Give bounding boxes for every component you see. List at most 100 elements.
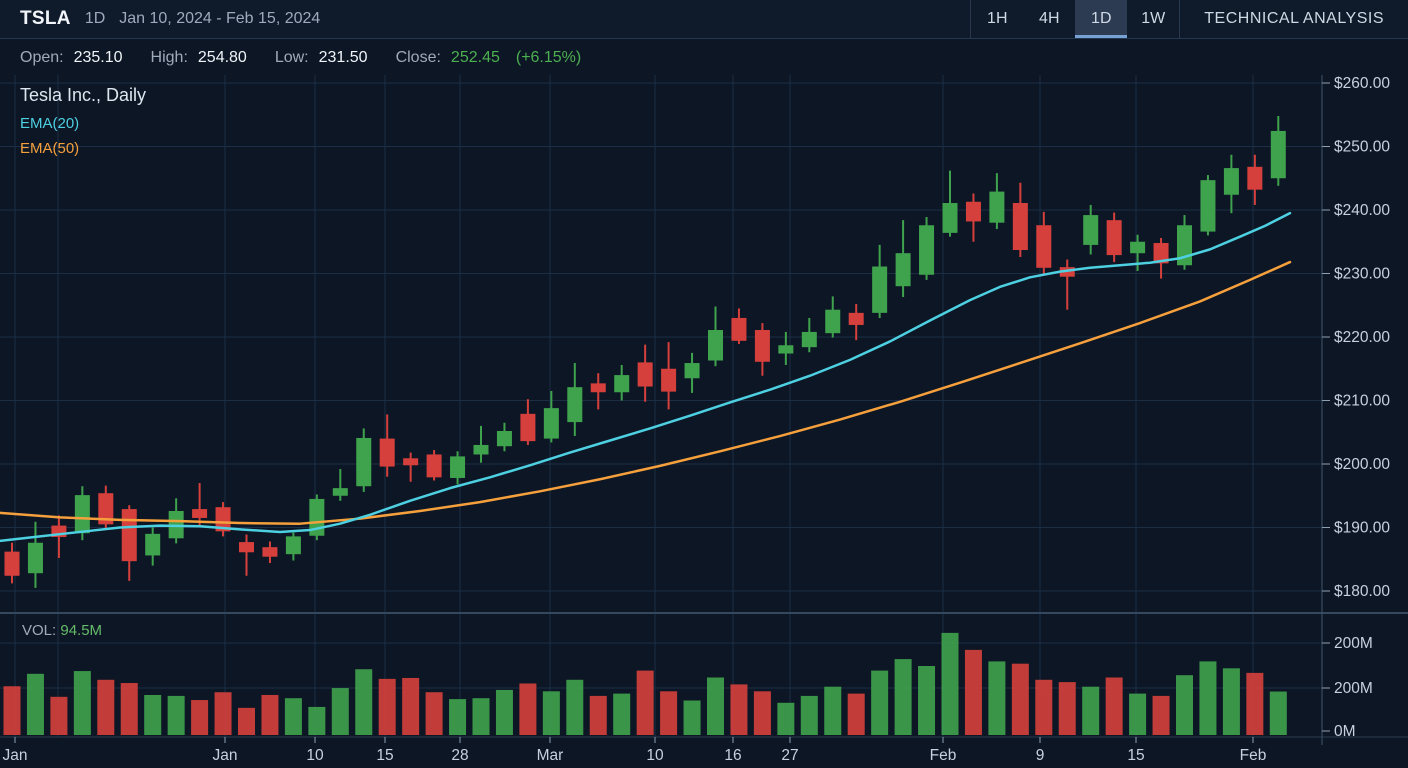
volume-bar — [331, 688, 349, 735]
volume-bar — [1035, 679, 1053, 735]
volume-bar — [402, 677, 420, 735]
candle-body — [543, 408, 559, 439]
candle-body — [192, 509, 208, 518]
volume-bar — [495, 689, 513, 735]
volume-bar — [120, 683, 138, 735]
pane-divider[interactable] — [0, 612, 1408, 614]
candle-body — [1153, 243, 1169, 264]
volume-bar — [683, 700, 701, 735]
volume-indicator-label: VOL: 94.5M — [22, 622, 102, 639]
volume-bar — [566, 679, 584, 735]
ema20-line — [0, 211, 1292, 543]
legend-ema50[interactable]: EMA(50) — [20, 140, 80, 157]
candle-body — [1036, 225, 1052, 268]
ema50-line — [0, 260, 1292, 525]
candle-body — [332, 488, 348, 496]
volume-bar — [3, 686, 21, 735]
timeframe-button-1w[interactable]: 1W — [1141, 10, 1166, 27]
open-value: 235.10 — [73, 48, 123, 66]
candle-body — [637, 362, 653, 387]
timeframe-button-1d-active[interactable]: 1D — [1075, 0, 1128, 38]
volume-bar — [519, 683, 537, 735]
volume-bar — [378, 678, 396, 735]
volume-bar — [589, 695, 607, 735]
volume-bar — [730, 684, 748, 735]
volume-bar — [144, 694, 162, 735]
volume-bar — [1129, 693, 1147, 735]
volume-bar — [167, 695, 185, 735]
candle-body — [989, 191, 1005, 223]
volume-bar — [542, 691, 560, 735]
volume-bar — [894, 659, 912, 735]
volume-bar — [964, 649, 982, 735]
time-tick-label: Feb — [930, 747, 957, 764]
time-tick-label: 9 — [1036, 747, 1045, 764]
candle-body — [403, 458, 419, 466]
price-tick-label: $260.00 — [1334, 75, 1390, 92]
candle-body — [285, 536, 301, 555]
volume-bar — [191, 700, 209, 735]
header-left: TSLA 1D Jan 10, 2024 - Feb 15, 2024 — [0, 0, 320, 38]
volume-bar — [613, 693, 631, 735]
candle-body — [801, 331, 817, 348]
close-value: 252.45 — [450, 48, 500, 66]
time-tick-label: 15 — [376, 747, 393, 764]
legend-ema20[interactable]: EMA(20) — [20, 115, 80, 132]
volume-label: VOL: — [22, 622, 57, 639]
timeframe-button-1h[interactable]: 1H — [987, 10, 1008, 27]
volume-bar — [847, 693, 865, 735]
volume-tick-label: 200M — [1334, 680, 1373, 697]
candle-body — [215, 507, 231, 532]
candle-body — [145, 533, 161, 556]
volume-bar — [50, 696, 68, 735]
volume-bar — [707, 677, 724, 735]
volume-bar — [1176, 675, 1193, 735]
volume-tick-label: 200M — [1334, 635, 1373, 652]
technical-analysis-button[interactable]: TECHNICAL ANALYSIS — [1204, 10, 1384, 27]
candle-body — [1270, 130, 1286, 179]
volume-bar — [1246, 672, 1264, 735]
candle-body — [1083, 215, 1099, 245]
candle-body — [731, 317, 747, 341]
close-label: Close: — [395, 48, 441, 66]
volume-bar — [73, 671, 91, 735]
candle-body — [661, 368, 677, 392]
candle-body — [121, 509, 137, 562]
volume-bar — [1082, 686, 1100, 735]
candle-body — [1012, 203, 1028, 251]
volume-bar — [425, 692, 443, 735]
candle-body — [825, 309, 841, 334]
volume-bar — [355, 669, 373, 735]
volume-bar — [824, 686, 842, 735]
current-timeframe: 1D — [84, 10, 106, 27]
candle-body — [567, 387, 583, 423]
volume-bar — [449, 699, 467, 735]
volume-value: 94.5M — [60, 622, 103, 639]
candle-body — [379, 438, 395, 467]
candle-body — [848, 312, 864, 325]
volume-bar — [284, 698, 302, 735]
candle-body — [1247, 166, 1263, 190]
time-tick-label: 28 — [451, 747, 468, 764]
timeframe-button-4h[interactable]: 4H — [1039, 10, 1060, 27]
symbol-ticker: TSLA — [20, 8, 71, 29]
volume-bar — [941, 632, 959, 735]
high-label: High: — [150, 48, 188, 66]
candle-body — [262, 547, 278, 557]
price-tick-label: $200.00 — [1334, 456, 1390, 473]
candle-body — [614, 375, 630, 393]
candle-body — [965, 201, 981, 222]
candle-body — [1223, 168, 1239, 195]
candle-body — [450, 456, 466, 478]
volume-bar — [871, 670, 889, 735]
volume-bar — [214, 692, 232, 735]
candle-body — [473, 444, 489, 455]
price-tick-label: $250.00 — [1334, 139, 1390, 156]
header-toolbar: 1H 4H 1D 1W TECHNICAL ANALYSIS — [970, 0, 1408, 38]
volume-bar — [1222, 668, 1240, 735]
candle-body — [872, 266, 888, 313]
low-label: Low: — [274, 48, 309, 66]
volume-bar — [777, 702, 795, 735]
